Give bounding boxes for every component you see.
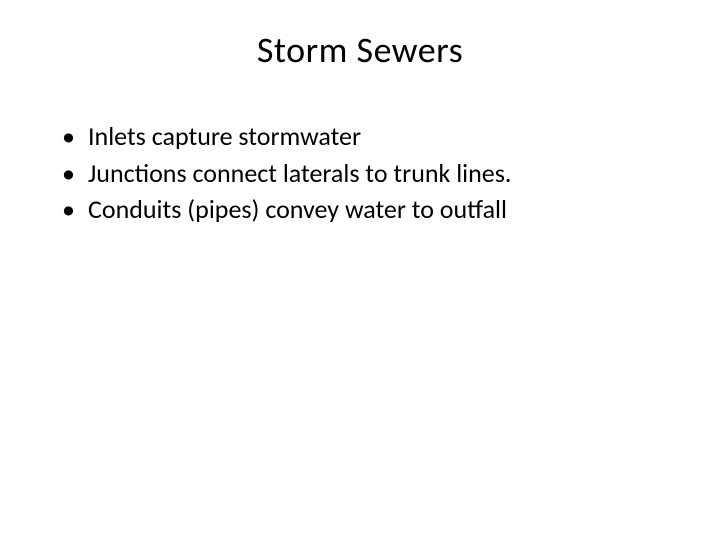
slide-title: Storm Sewers	[50, 28, 670, 72]
list-item: Junctions connect laterals to trunk line…	[62, 157, 670, 190]
list-item: Conduits (pipes) convey water to outfall	[62, 193, 670, 226]
list-item: Inlets capture stormwater	[62, 120, 670, 153]
slide-container: Storm Sewers Inlets capture stormwater J…	[0, 0, 720, 540]
bullet-list: Inlets capture stormwater Junctions conn…	[50, 120, 670, 226]
